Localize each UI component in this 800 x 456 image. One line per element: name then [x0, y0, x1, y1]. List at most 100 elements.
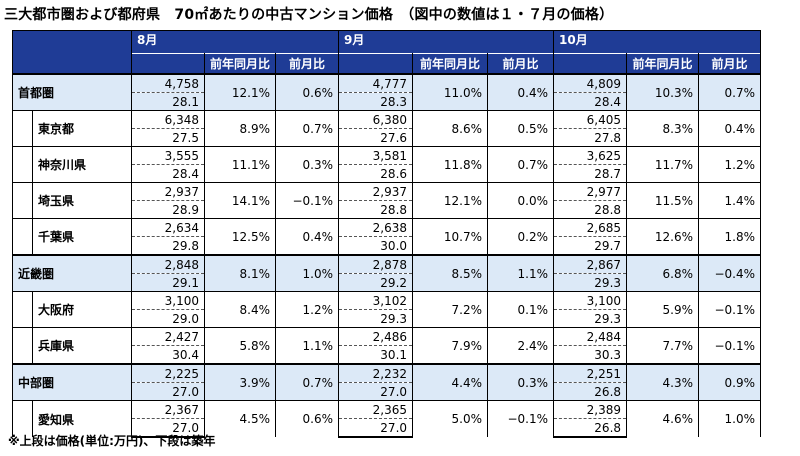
yoy-value: 14.1%	[203, 182, 277, 219]
yoy-value: 8.1%	[203, 254, 277, 292]
table-row: 東京都 6,348 8.9% 0.7% 6,380 8.6% 0.5% 6,405 8.3% 0.…	[12, 110, 762, 147]
table-row: 中部圏 2,225 3.9% 0.7% 2,232 4.4% 0.3% 2,251 4.3% 0.…	[12, 363, 762, 401]
price-value: 2,389	[553, 400, 628, 419]
table-row: 愛知県 2,367 4.5% 0.6% 2,365 5.0% −0.1% 2,389 4.6% 1…	[12, 400, 762, 437]
age-value: 27.0	[131, 382, 205, 401]
indent-cell	[12, 218, 33, 255]
price-subheader-blank	[131, 53, 205, 75]
mom-value: 1.0%	[698, 400, 762, 437]
yoy-value: 4.5%	[203, 400, 277, 437]
price-value: 2,638	[338, 218, 414, 237]
price-value: 2,634	[131, 218, 205, 237]
table-row-sub: 30.4 30.1 30.3	[13, 345, 761, 364]
prefecture-name: 愛知県	[32, 400, 132, 437]
prefecture-name: 兵庫県	[32, 327, 132, 364]
yoy-value: 11.8%	[412, 146, 489, 183]
mom-value: 0.4%	[698, 110, 762, 147]
table-row-sub: 28.1 28.3 28.4	[13, 92, 761, 111]
mom-value: 0.7%	[487, 146, 555, 183]
mom-value: 1.8%	[698, 218, 762, 255]
mom-value: 0.4%	[487, 73, 555, 111]
mom-value: 0.5%	[487, 110, 555, 147]
yoy-value: 7.7%	[626, 327, 700, 364]
page-title: 三大都市圏および都府県 70㎡あたりの中古マンション価格 （図中の数値は１・７月…	[4, 7, 614, 23]
age-value: 29.3	[553, 273, 628, 292]
yoy-value: 12.1%	[203, 73, 277, 111]
mom-value: −0.4%	[698, 254, 762, 292]
mom-value: −0.1%	[698, 327, 762, 364]
table-row-sub: 29.0 29.3 29.3	[13, 309, 761, 328]
table-row: 近畿圏 2,848 8.1% 1.0% 2,878 8.5% 1.1% 2,867 6.8% −0…	[12, 254, 762, 292]
mom-value: 0.4%	[275, 218, 340, 255]
indent-cell	[12, 182, 33, 219]
age-value: 30.3	[553, 345, 628, 364]
table-row-sub: 29.1 29.2 29.3	[13, 273, 761, 292]
prefecture-name: 神奈川県	[32, 146, 132, 183]
age-value: 27.0	[338, 382, 414, 401]
mom-value: 0.7%	[698, 73, 762, 111]
header-row-months: 8月 9月 10月	[12, 30, 762, 75]
price-value: 2,977	[553, 182, 628, 201]
age-value: 26.8	[553, 418, 628, 438]
price-value: 3,581	[338, 146, 414, 165]
yoy-value: 11.7%	[626, 146, 700, 183]
mom-value: 0.9%	[698, 363, 762, 401]
age-value: 28.4	[553, 92, 628, 111]
yoy-value: 6.8%	[626, 254, 700, 292]
yoy-header: 前年同月比	[203, 53, 277, 75]
yoy-value: 8.3%	[626, 110, 700, 147]
month-header: 8月	[130, 30, 340, 54]
mom-value: 0.0%	[487, 182, 555, 219]
age-value: 30.4	[131, 345, 205, 364]
header-corner	[12, 30, 132, 75]
price-value: 2,937	[131, 182, 205, 201]
yoy-header: 前年同月比	[412, 53, 489, 75]
price-value: 2,486	[338, 327, 414, 346]
age-value: 26.8	[553, 382, 628, 401]
indent-cell	[12, 291, 33, 328]
age-value: 27.5	[131, 128, 205, 147]
mom-value: −0.1%	[487, 400, 555, 437]
price-value: 2,232	[338, 363, 414, 383]
prefecture-name: 千葉県	[32, 218, 132, 255]
header-row-subheaders: 前年同月比 前月比 前年同月比 前月比 前年同月比 前月比	[13, 53, 762, 75]
price-value: 3,625	[553, 146, 628, 165]
mom-value: 0.1%	[487, 291, 555, 328]
age-value: 29.1	[131, 273, 205, 292]
table-row: 埼玉県 2,937 14.1% −0.1% 2,937 12.1% 0.0% 2,977 11.…	[12, 182, 762, 219]
age-value: 29.0	[131, 309, 205, 328]
yoy-value: 8.9%	[203, 110, 277, 147]
yoy-value: 5.0%	[412, 400, 489, 437]
price-value: 2,867	[553, 254, 628, 274]
price-value: 2,937	[338, 182, 414, 201]
footnote: ※上段は価格(単位:万円)、下段は築年	[8, 434, 216, 448]
yoy-value: 8.5%	[412, 254, 489, 292]
price-value: 3,100	[131, 291, 205, 310]
table-row-sub: 28.9 28.8 28.8	[13, 200, 761, 219]
price-value: 2,251	[553, 363, 628, 383]
age-value: 29.2	[338, 273, 414, 292]
price-value: 2,484	[553, 327, 628, 346]
price-value: 2,367	[131, 400, 205, 419]
price-value: 2,848	[131, 254, 205, 274]
age-value: 28.8	[338, 200, 414, 219]
table-row-sub: 27.5 27.6 27.8	[13, 128, 761, 147]
yoy-value: 5.8%	[203, 327, 277, 364]
mom-value: 1.1%	[487, 254, 555, 292]
month-header: 10月	[553, 30, 762, 54]
indent-cell	[12, 327, 33, 364]
table-row: 神奈川県 3,555 11.1% 0.3% 3,581 11.8% 0.7% 3,625 11.…	[12, 146, 762, 183]
age-value: 27.0	[338, 418, 414, 438]
indent-cell	[12, 110, 33, 147]
age-value: 29.3	[338, 309, 414, 328]
table-row: 首都圏 4,758 12.1% 0.6% 4,777 11.0% 0.4% 4,809 10.3…	[12, 73, 762, 111]
yoy-value: 12.5%	[203, 218, 277, 255]
mom-value: 2.4%	[487, 327, 555, 364]
mom-value: 0.3%	[487, 363, 555, 401]
mom-value: 1.1%	[275, 327, 340, 364]
yoy-value: 11.1%	[203, 146, 277, 183]
yoy-value: 4.6%	[626, 400, 700, 437]
age-value: 27.8	[553, 128, 628, 147]
price-value: 2,878	[338, 254, 414, 274]
prefecture-name: 大阪府	[32, 291, 132, 328]
